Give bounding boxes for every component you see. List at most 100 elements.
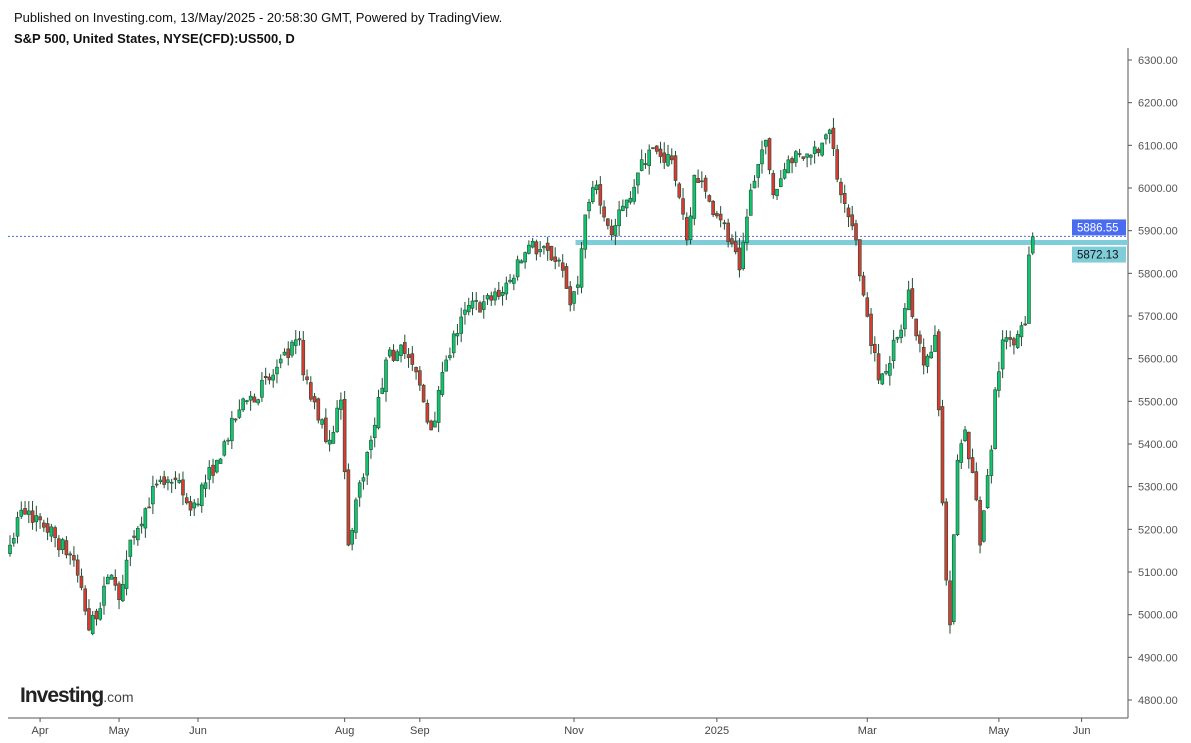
candle	[673, 150, 678, 187]
y-tick-label: 6300.00	[1138, 55, 1178, 67]
candle	[534, 239, 539, 261]
candle-body-down	[842, 193, 847, 205]
candle	[139, 516, 144, 534]
candle	[726, 218, 730, 248]
candle-body-up	[139, 523, 144, 527]
candle-body-down	[839, 181, 843, 196]
candle-body-down	[948, 580, 952, 626]
candle-body-up	[485, 295, 490, 300]
candle	[564, 263, 569, 289]
candle	[899, 324, 903, 344]
candle	[587, 199, 591, 219]
candle-body-up	[963, 429, 967, 442]
candle-body-up	[105, 576, 110, 585]
candle-body-up	[293, 339, 298, 346]
candle-body-up	[628, 197, 633, 203]
candle-body-down	[726, 222, 730, 242]
candle-body-up	[775, 188, 779, 197]
candle	[327, 430, 332, 452]
candle	[797, 148, 802, 158]
candle	[812, 140, 817, 164]
candle-body-up	[335, 407, 339, 432]
candle-body-up	[741, 241, 746, 269]
candle	[775, 188, 779, 201]
candle-body-up	[387, 349, 392, 357]
candle-body-up	[448, 355, 452, 359]
candle-body-down	[324, 417, 328, 442]
candle	[94, 608, 99, 626]
candle-body-down	[252, 396, 257, 403]
candle-body-up	[538, 249, 542, 253]
candle-body-up	[237, 409, 242, 418]
candle	[846, 204, 851, 228]
candle	[647, 144, 652, 175]
candle-body-down	[790, 158, 794, 164]
candle	[8, 535, 12, 557]
candle	[951, 534, 956, 625]
candle	[316, 397, 321, 424]
candle-body-up	[955, 459, 960, 536]
candle-body-up	[481, 301, 486, 310]
candle	[278, 354, 283, 369]
candle	[301, 331, 306, 381]
y-tick-label: 4800.00	[1138, 695, 1178, 707]
candle-body-down	[974, 471, 979, 501]
candle	[154, 479, 159, 488]
candle-body-down	[1023, 323, 1028, 326]
candle-body-down	[861, 275, 866, 296]
candle-body-up	[26, 510, 31, 515]
candle	[542, 245, 546, 255]
candle	[624, 199, 629, 217]
candle-body-up	[60, 539, 65, 550]
candle	[700, 171, 704, 189]
candle	[839, 177, 843, 204]
x-tick-label: Jun	[1073, 725, 1091, 737]
candle	[478, 300, 482, 313]
candle-body-up	[339, 399, 343, 410]
candle	[820, 142, 824, 157]
candle-body-up	[688, 215, 693, 240]
candle	[955, 454, 960, 537]
candle-body-up	[929, 351, 934, 359]
candle-body-up	[230, 417, 234, 442]
candle-body-up	[199, 484, 204, 507]
candle-body-up	[143, 508, 148, 529]
candle-body-up	[778, 178, 783, 187]
candle-body-down	[173, 477, 178, 481]
candle	[335, 400, 339, 433]
candle-body-down	[722, 222, 727, 225]
candle-body-up	[192, 502, 197, 509]
candle-body-up	[594, 184, 599, 190]
candle	[121, 574, 125, 603]
candle	[466, 297, 471, 316]
candle-body-up	[282, 351, 287, 356]
candle	[162, 470, 166, 489]
candle-body-down	[673, 155, 678, 181]
candle	[53, 525, 57, 548]
candle	[594, 180, 599, 195]
candle-body-up	[278, 358, 283, 364]
candle-body-up	[121, 584, 125, 602]
candle	[357, 480, 362, 507]
candle	[872, 336, 877, 362]
candle-body-down	[38, 516, 42, 521]
candle	[809, 153, 813, 166]
candle	[662, 142, 667, 170]
candle-body-down	[568, 286, 573, 306]
logo-suffix: .com	[103, 689, 134, 705]
candle-body-down	[75, 559, 80, 576]
candle-body-down	[918, 334, 922, 344]
candle	[606, 218, 610, 230]
candle	[38, 513, 42, 529]
candle-body-down	[730, 238, 734, 244]
candle	[748, 183, 753, 216]
candle-body-up	[542, 246, 546, 249]
candle	[365, 451, 370, 485]
candle	[752, 175, 757, 189]
candle-body-up	[519, 260, 524, 264]
candle	[835, 144, 840, 183]
candle-body-up	[275, 366, 279, 375]
candle	[500, 286, 505, 306]
candle-body-up	[440, 372, 445, 395]
